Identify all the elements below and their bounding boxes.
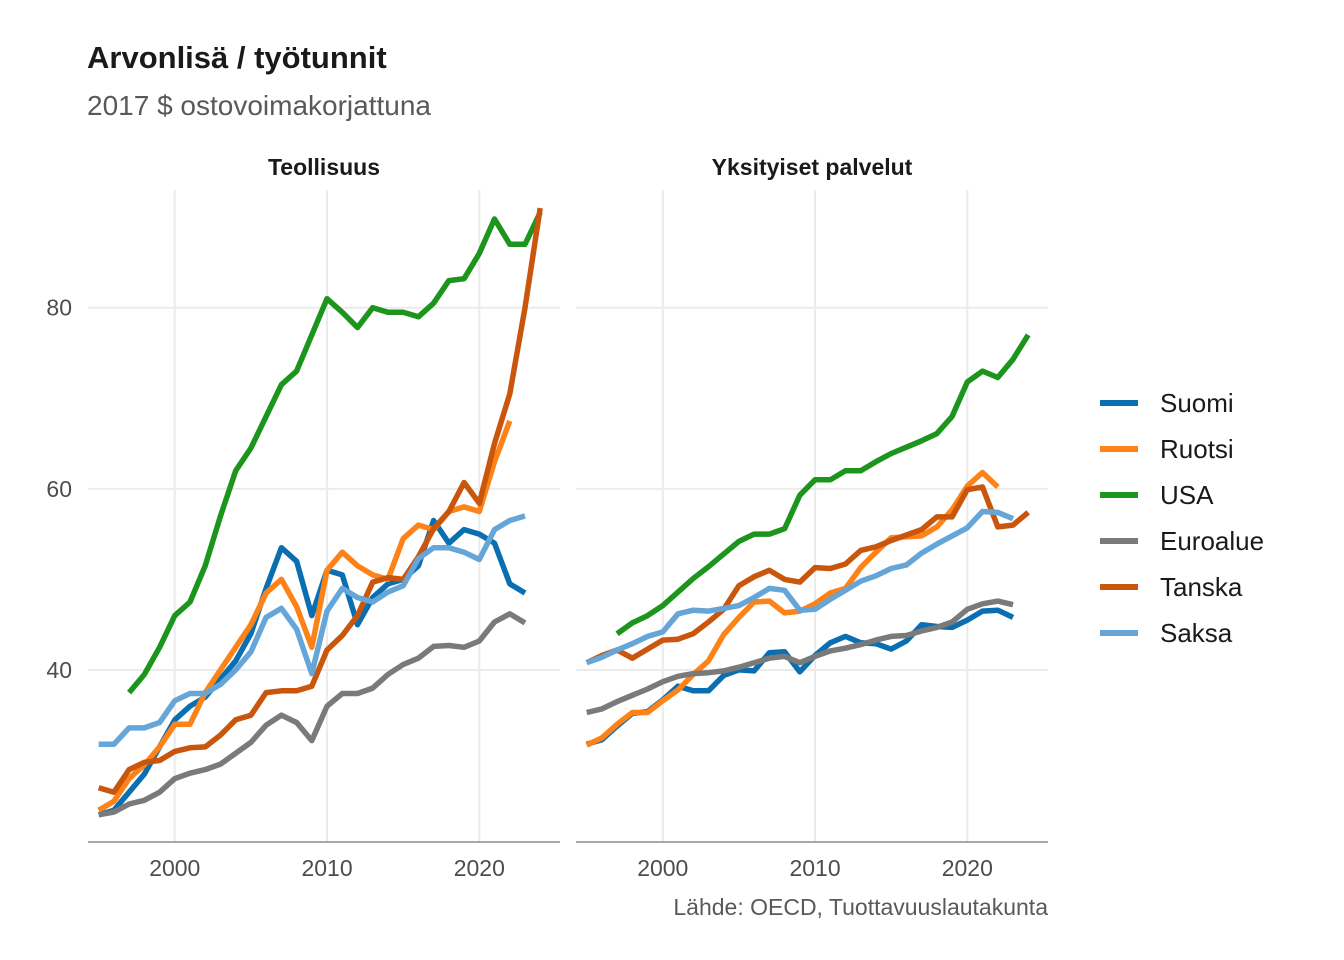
x-tick-label: 2010 <box>301 855 352 881</box>
series-line-ruotsi <box>97 419 513 813</box>
panel-title: Teollisuus <box>268 154 380 180</box>
x-tick-label: 2010 <box>789 855 840 881</box>
series-line-saksa <box>98 513 526 747</box>
legend-label: Saksa <box>1160 618 1233 648</box>
series-line-euroalue <box>586 598 1014 716</box>
legend-label: Euroalue <box>1160 526 1264 556</box>
legend-label: Tanska <box>1160 572 1243 602</box>
legend: Suomi Ruotsi USA Euroalue Tanska Saksa <box>1100 388 1264 648</box>
x-tick-label: 2020 <box>454 855 505 881</box>
chart-subtitle: 2017 $ ostovoimakorjattuna <box>87 90 431 121</box>
series-line-suomi <box>585 607 1015 747</box>
series-line-saksa <box>585 508 1015 666</box>
panel-0: 2000 2010 2020 Teollisuus <box>88 154 560 881</box>
series-line-euroalue <box>98 611 527 818</box>
y-tick-label: 60 <box>46 476 72 502</box>
series-line-ruotsi <box>585 469 1000 748</box>
legend-label: USA <box>1160 480 1214 510</box>
chart-caption: Lähde: OECD, Tuottavuuslautakunta <box>673 894 1048 920</box>
x-tick-label: 2000 <box>637 855 688 881</box>
series-line-usa <box>615 333 1031 636</box>
chart-title: Arvonlisä / työtunnit <box>87 40 387 75</box>
panel-1: 2000 2010 2020 Yksityiset palvelut <box>576 154 1048 881</box>
panel-title: Yksityiset palvelut <box>712 154 913 180</box>
series-line-tanska <box>585 484 1030 666</box>
y-tick-label: 40 <box>46 657 72 683</box>
series-line-usa <box>126 211 543 695</box>
x-tick-label: 2000 <box>149 855 200 881</box>
series-line-tanska <box>97 207 543 795</box>
legend-label: Ruotsi <box>1160 434 1234 464</box>
x-tick-label: 2020 <box>942 855 993 881</box>
legend-label: Suomi <box>1160 388 1234 418</box>
y-tick-label: 80 <box>46 295 72 321</box>
